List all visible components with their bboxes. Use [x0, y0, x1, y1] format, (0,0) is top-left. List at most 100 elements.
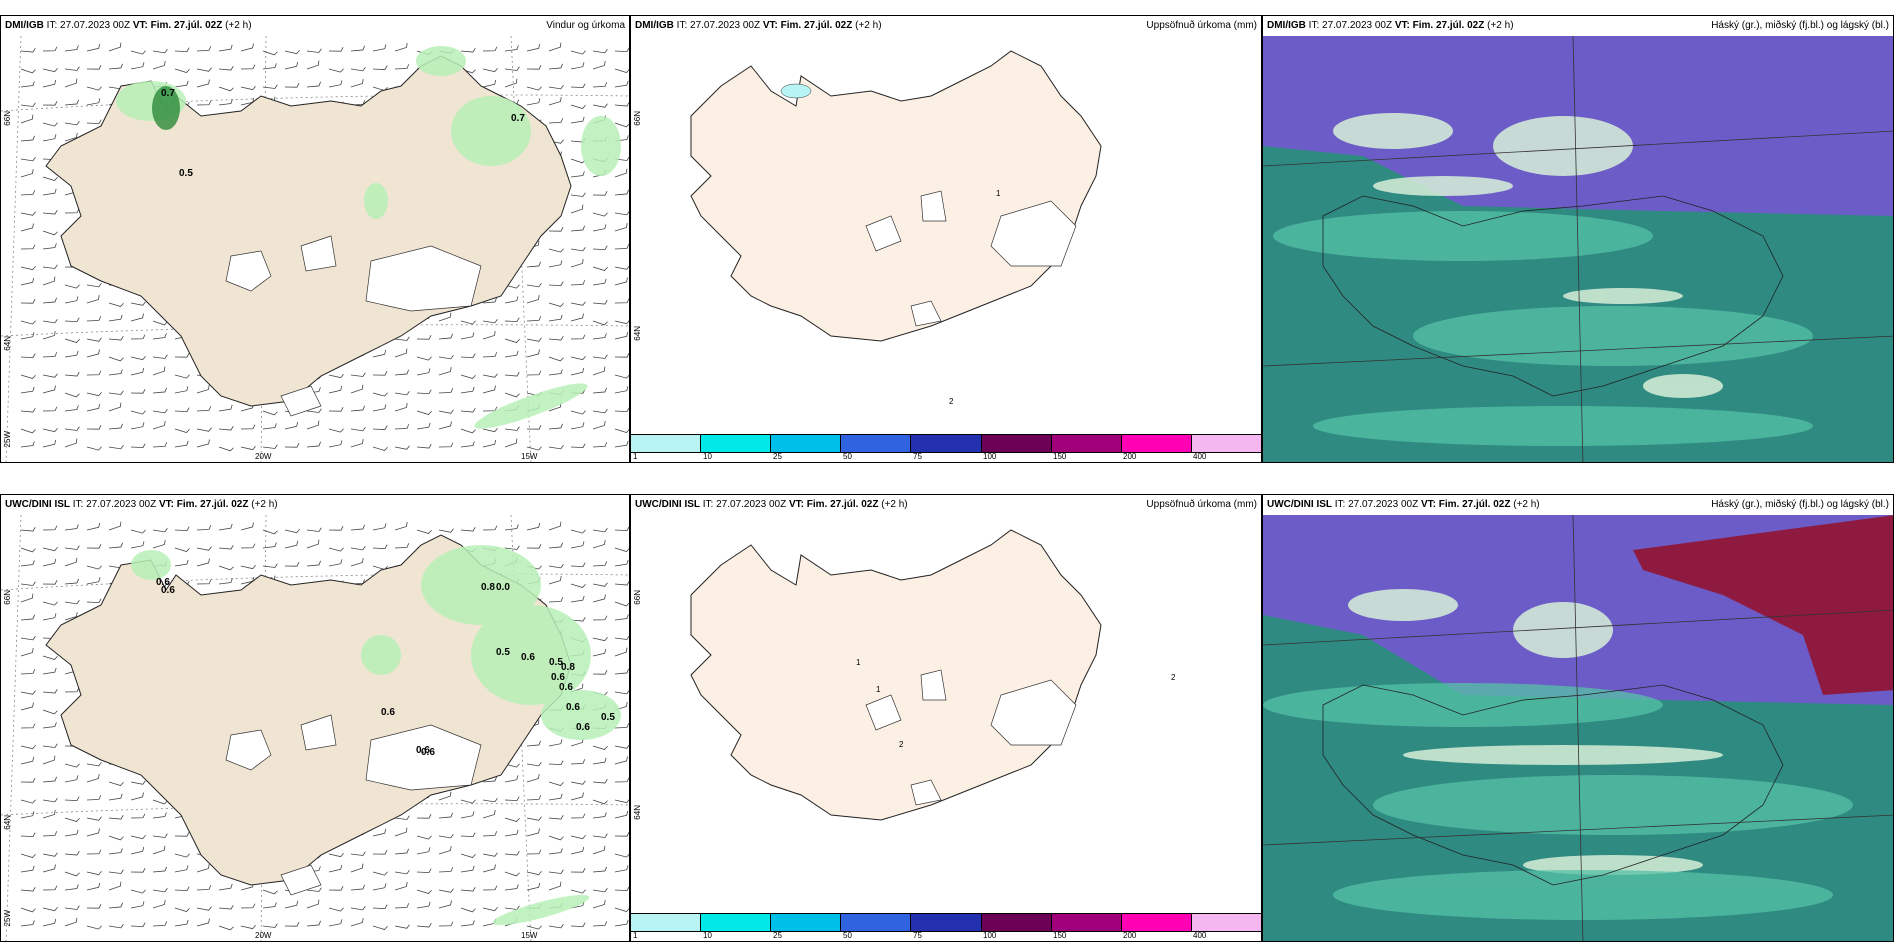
wind-barb [614, 428, 629, 433]
wind-barb [526, 774, 540, 783]
precip-value-label: 1 [996, 189, 1001, 198]
wind-barb [86, 391, 102, 397]
wind-barb [240, 543, 256, 549]
wind-barb [42, 906, 58, 912]
wind-barb [64, 350, 79, 358]
value-labels: 12 [949, 189, 1001, 406]
legend-swatch [981, 435, 1052, 452]
precip-panel-bottom: UWC/DINI ISL IT: 27.07.2023 00Z VT: Fim.… [630, 494, 1262, 942]
vt-label: VT: [1420, 499, 1436, 510]
wind-barb [614, 810, 629, 819]
wind-barb [570, 780, 586, 785]
wind-barb [20, 68, 36, 74]
wind-barb [20, 223, 34, 232]
wind-barb [262, 444, 278, 449]
wind-barb [416, 889, 432, 894]
wind-barb [548, 869, 564, 874]
wind-barb [526, 337, 542, 342]
wind-barb [174, 547, 190, 552]
wind-barb [372, 392, 388, 397]
wind-barb [218, 446, 234, 452]
wind-barb [42, 122, 58, 127]
wind-barb [42, 558, 57, 567]
precip-value-label: 0.5 [601, 712, 615, 723]
panel-title: Uppsöfnuð úrkoma (mm) [1146, 499, 1257, 510]
legend-swatch [1191, 435, 1261, 452]
wind-barb [504, 338, 520, 343]
wind-barb [416, 335, 432, 340]
wind-barb [526, 522, 541, 531]
wind-barb [196, 558, 210, 567]
wind-barb [20, 593, 34, 603]
wind-barb [218, 565, 234, 571]
wind-barb [196, 525, 212, 531]
wind-barb [64, 426, 80, 431]
wind-barb [196, 385, 210, 394]
wind-barb [196, 885, 212, 891]
vt-suffix: (+2 h) [855, 20, 882, 31]
wind-barb [350, 558, 364, 567]
wind-barb [240, 85, 256, 91]
legend-swatch [701, 914, 772, 931]
wind-barb [328, 373, 344, 379]
vt-label: VT: [158, 499, 174, 510]
wind-barb [570, 62, 585, 70]
wind-barb [504, 871, 520, 877]
wind-barb [20, 799, 36, 804]
wind-barb [86, 43, 101, 52]
wind-barb [504, 763, 520, 768]
wind-barb [218, 578, 233, 585]
wind-barb [42, 176, 58, 181]
wind-barb [570, 247, 586, 252]
wind-barb [108, 63, 123, 70]
wind-barb [130, 922, 146, 928]
wind-barb [152, 845, 166, 855]
glaciers [865, 190, 1077, 327]
wind-barb [394, 43, 408, 52]
panel-header: UWC/DINI ISL IT: 27.07.2023 00Z VT: Fim.… [1263, 495, 1893, 515]
glaciers [225, 235, 482, 417]
wind-barb [152, 409, 168, 414]
wind-barb [482, 352, 498, 358]
legend-label: 50 [843, 452, 852, 461]
wind-barb [20, 560, 35, 567]
wind-barb [570, 889, 586, 894]
wind-barb [438, 409, 454, 414]
legend-label: 10 [703, 452, 712, 461]
wind-barb [130, 443, 146, 449]
wind-barb [504, 796, 520, 802]
wind-barb [196, 918, 210, 927]
wind-barb [614, 80, 629, 88]
wind-barb [372, 523, 387, 531]
wind-barb [42, 230, 58, 236]
wind-barb [108, 793, 123, 801]
wind-barb [218, 925, 234, 931]
wind-barb [42, 755, 56, 765]
wind-barb [614, 559, 629, 567]
wind-barb [108, 542, 123, 549]
heavy-precip [152, 86, 180, 130]
wind-barb [570, 813, 586, 819]
lat-label: 25W [3, 431, 12, 448]
wind-barb [64, 438, 78, 448]
value-labels: 1 2 1 2 [856, 658, 1176, 749]
wind-barb [394, 391, 410, 396]
precip-value-label: 0.6 [559, 682, 573, 693]
wind-barb [416, 410, 432, 415]
wind-barb [130, 50, 146, 55]
vt-value: Fim. 27.júl. 02Z [780, 20, 853, 31]
wind-barb [262, 50, 278, 56]
wind-barb [372, 904, 388, 910]
wind-barb [482, 297, 497, 304]
wind-barb [548, 445, 564, 450]
wind-barb [86, 522, 101, 531]
wind-barb [394, 336, 410, 341]
wind-barb [526, 86, 542, 91]
cloud-map [1263, 515, 1893, 941]
wind-barb [416, 444, 432, 449]
wind-barb [152, 354, 168, 359]
iceland-landmass [690, 50, 1102, 342]
precip-value-label: 1 [856, 658, 861, 667]
wind-barb [306, 81, 321, 88]
precip-value-label: 0.6 [156, 577, 170, 588]
